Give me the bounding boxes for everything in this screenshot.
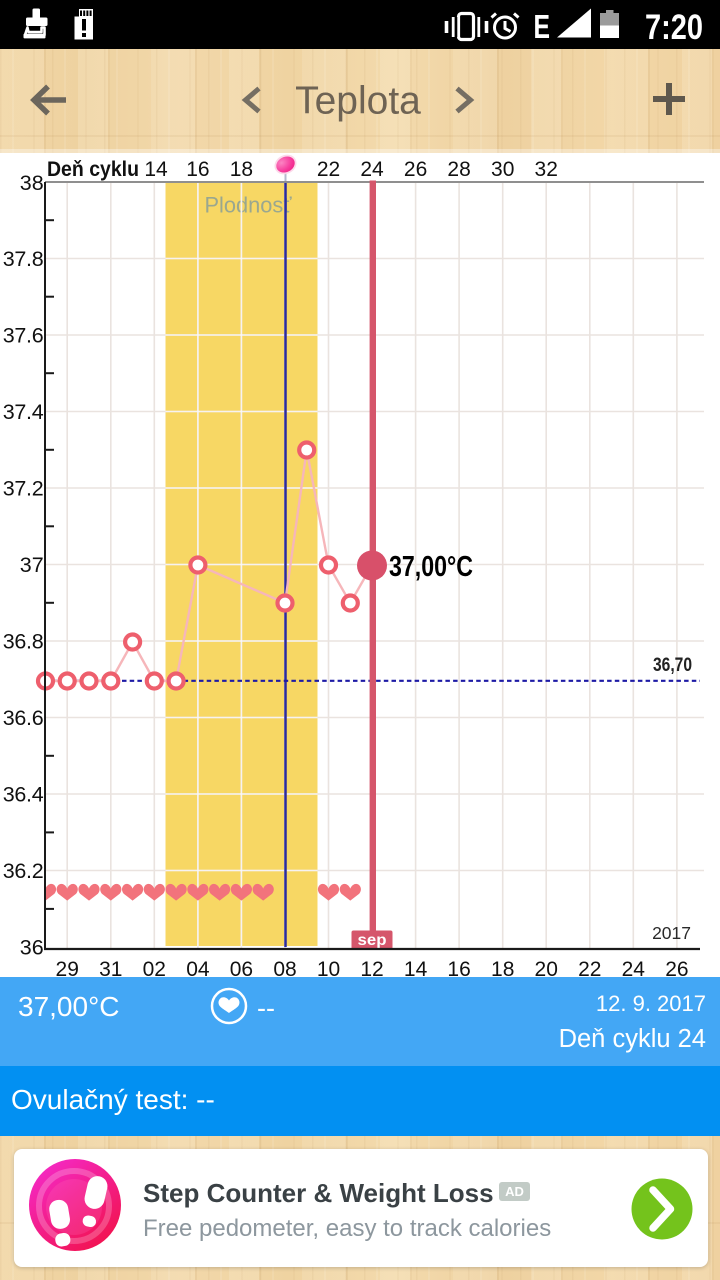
svg-text:22: 22 <box>578 958 601 977</box>
svg-text:37: 37 <box>20 553 44 577</box>
svg-text:32: 32 <box>535 158 558 181</box>
svg-text:18: 18 <box>230 158 253 181</box>
svg-text:22: 22 <box>317 158 340 181</box>
svg-text:Teplota: Teplota <box>295 80 421 123</box>
svg-text:02: 02 <box>143 958 166 977</box>
svg-text:10: 10 <box>317 958 340 977</box>
svg-text:37.8: 37.8 <box>3 247 44 271</box>
svg-text:26: 26 <box>404 158 427 181</box>
svg-text:36.6: 36.6 <box>3 706 44 730</box>
svg-text:36.8: 36.8 <box>3 630 44 654</box>
svg-text:E: E <box>534 8 551 45</box>
svg-text:Deň cyklu: Deň cyklu <box>47 158 139 181</box>
svg-text:38: 38 <box>20 171 44 195</box>
svg-text:30: 30 <box>491 158 514 181</box>
svg-text:sep: sep <box>358 932 387 949</box>
svg-text:37.6: 37.6 <box>3 324 44 348</box>
svg-text:36.4: 36.4 <box>3 783 44 807</box>
svg-text:24: 24 <box>360 158 384 181</box>
svg-text:26: 26 <box>665 958 688 977</box>
svg-text:37.2: 37.2 <box>3 477 44 501</box>
svg-text:18: 18 <box>491 958 514 977</box>
svg-text:06: 06 <box>230 958 253 977</box>
svg-text:04: 04 <box>186 958 210 977</box>
svg-text:14: 14 <box>144 158 168 181</box>
svg-text:16: 16 <box>186 158 209 181</box>
svg-text:7:20: 7:20 <box>645 8 703 47</box>
svg-text:Plodnosť: Plodnosť <box>205 193 293 218</box>
svg-text:2017: 2017 <box>652 923 691 943</box>
svg-text:29: 29 <box>56 958 79 977</box>
svg-text:36: 36 <box>20 936 44 960</box>
svg-text:36,70: 36,70 <box>653 655 692 676</box>
svg-text:36.2: 36.2 <box>3 859 44 883</box>
svg-text:37,00°C: 37,00°C <box>389 551 473 583</box>
svg-text:31: 31 <box>99 958 122 977</box>
svg-text:16: 16 <box>447 958 470 977</box>
svg-text:24: 24 <box>622 958 646 977</box>
svg-text:14: 14 <box>404 958 428 977</box>
svg-text:28: 28 <box>447 158 470 181</box>
svg-text:12: 12 <box>360 958 383 977</box>
svg-text:37.4: 37.4 <box>3 400 44 424</box>
svg-text:08: 08 <box>273 958 296 977</box>
svg-text:20: 20 <box>535 958 558 977</box>
